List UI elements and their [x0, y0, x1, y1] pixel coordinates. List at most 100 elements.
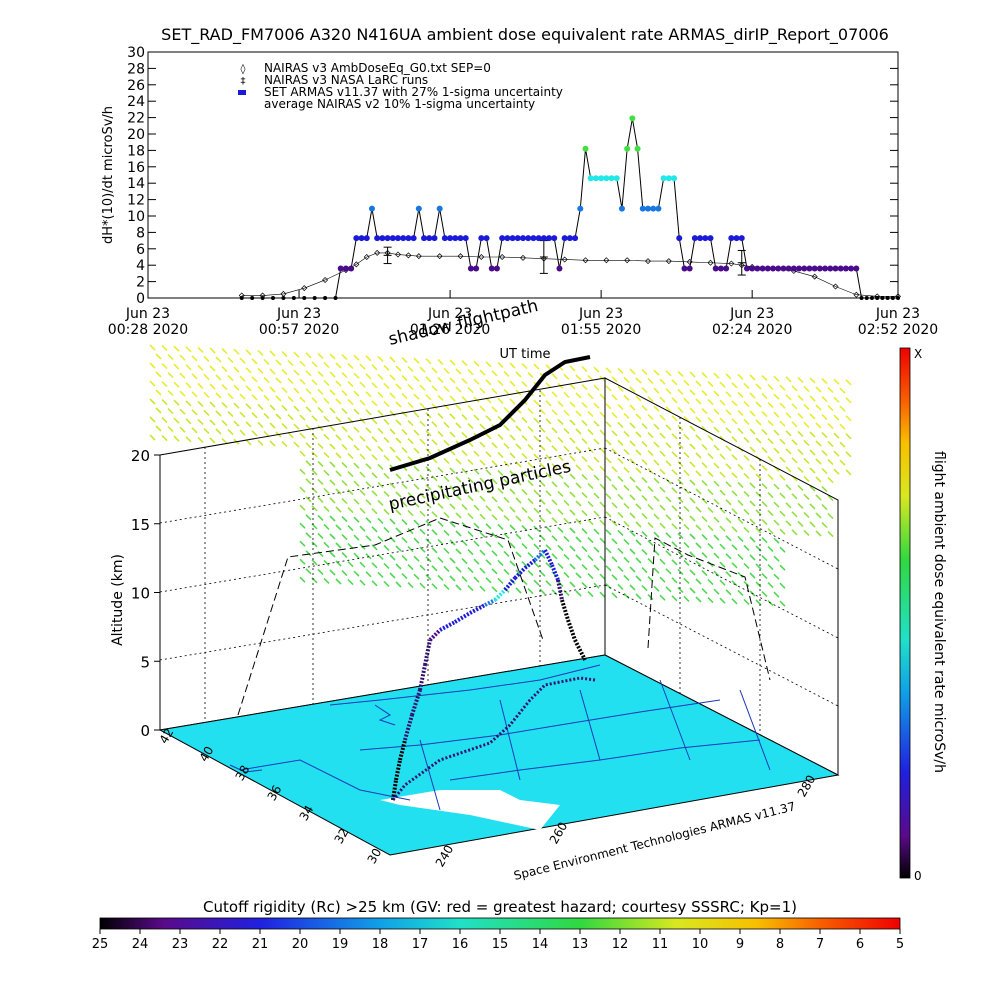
- flux-mark: [611, 394, 618, 401]
- flux-mark: [659, 486, 666, 493]
- flux-mark: [377, 373, 384, 380]
- flux-mark: [227, 357, 234, 364]
- flux-mark: [701, 552, 708, 559]
- flux-mark: [437, 574, 444, 581]
- armas-point: [842, 265, 849, 272]
- y-tick-label: 2: [136, 275, 145, 291]
- flux-mark: [833, 432, 840, 439]
- colorbar-tick-label: 23: [172, 937, 189, 952]
- flux-mark: [545, 472, 552, 479]
- flux-mark: [389, 410, 396, 417]
- flux-mark: [485, 559, 492, 566]
- flux-mark: [641, 477, 648, 484]
- flux-mark: [689, 587, 696, 594]
- armas-point: [400, 235, 407, 242]
- flux-mark: [419, 438, 426, 445]
- armas-point: [250, 296, 255, 300]
- flux-mark: [665, 568, 672, 575]
- flux-mark: [515, 443, 522, 450]
- flight-segment: [453, 611, 472, 624]
- armas-point: [410, 235, 417, 242]
- flux-mark: [371, 418, 378, 425]
- flux-mark: [365, 409, 372, 416]
- flux-mark: [209, 401, 216, 408]
- armas-point: [342, 265, 349, 272]
- flux-mark: [785, 502, 792, 509]
- colorbar-tick-label: 17: [412, 937, 429, 952]
- flux-mark: [449, 395, 456, 402]
- flux-mark: [425, 574, 432, 581]
- flux-mark: [425, 520, 432, 527]
- flux-mark: [395, 509, 402, 516]
- flux-mark: [815, 458, 822, 465]
- flux-mark: [509, 434, 516, 441]
- armas-point: [598, 175, 605, 182]
- flux-mark: [341, 444, 348, 451]
- flux-mark: [593, 366, 600, 373]
- flux-mark: [533, 417, 540, 424]
- flux-mark: [407, 582, 414, 589]
- flux-mark: [587, 519, 594, 526]
- flux-mark: [359, 525, 366, 532]
- flux-mark: [503, 388, 510, 395]
- flux-mark: [161, 345, 168, 352]
- flux-mark: [509, 524, 516, 531]
- flux-mark: [773, 537, 780, 544]
- altitude-tick-label: 5: [140, 653, 150, 671]
- flux-mark: [821, 522, 828, 529]
- flux-mark: [245, 403, 252, 410]
- flux-mark: [413, 573, 420, 580]
- flux-mark: [563, 517, 570, 524]
- flux-mark: [161, 399, 168, 406]
- flux-mark: [785, 484, 792, 491]
- flux-mark: [167, 372, 174, 379]
- flux-mark: [191, 427, 198, 434]
- armas-point: [743, 265, 750, 272]
- flux-mark: [491, 406, 498, 413]
- flux-mark: [431, 493, 438, 500]
- flux-mark: [371, 400, 378, 407]
- armas-point: [859, 296, 864, 300]
- flux-mark: [449, 557, 456, 564]
- flux-mark: [197, 400, 204, 407]
- flux-mark: [503, 370, 510, 377]
- flux-mark: [335, 578, 342, 585]
- wall-shadow-left: [237, 517, 544, 716]
- flux-mark: [239, 393, 246, 400]
- flux-mark: [767, 510, 774, 517]
- flux-mark: [311, 415, 318, 422]
- flux-mark: [767, 420, 774, 427]
- flux-mark: [221, 438, 228, 445]
- flux-mark: [815, 530, 822, 537]
- flux-mark: [653, 423, 660, 430]
- flux-mark: [299, 558, 306, 565]
- flux-mark: [329, 425, 336, 432]
- flux-mark: [719, 453, 726, 460]
- flux-mark: [611, 430, 618, 437]
- armas-point: [650, 205, 657, 212]
- armas-point: [832, 265, 839, 272]
- flux-mark: [749, 518, 756, 525]
- flux-mark: [773, 573, 780, 580]
- colorbar-tick-label: 21: [252, 937, 269, 952]
- flux-mark: [299, 414, 306, 421]
- flux-mark: [317, 388, 324, 395]
- flight-segment: [543, 549, 554, 566]
- flux-mark: [341, 426, 348, 433]
- flux-mark: [599, 591, 606, 598]
- armas-point: [770, 265, 776, 272]
- flux-mark: [737, 517, 744, 524]
- armas-point: [759, 265, 766, 272]
- flux-mark: [509, 506, 516, 513]
- flux-mark: [473, 522, 480, 529]
- flux-mark: [329, 515, 336, 522]
- flux-mark: [239, 411, 246, 418]
- flux-mark: [461, 432, 468, 439]
- colorbar-tick-label: 18: [372, 937, 389, 952]
- legend-label: average NAIRAS v2 10% 1-sigma uncertaint…: [264, 97, 535, 111]
- flux-mark: [779, 474, 786, 481]
- flux-mark: [569, 473, 576, 480]
- flux-mark: [779, 402, 786, 409]
- flux-mark: [503, 406, 510, 413]
- flux-mark: [515, 587, 522, 594]
